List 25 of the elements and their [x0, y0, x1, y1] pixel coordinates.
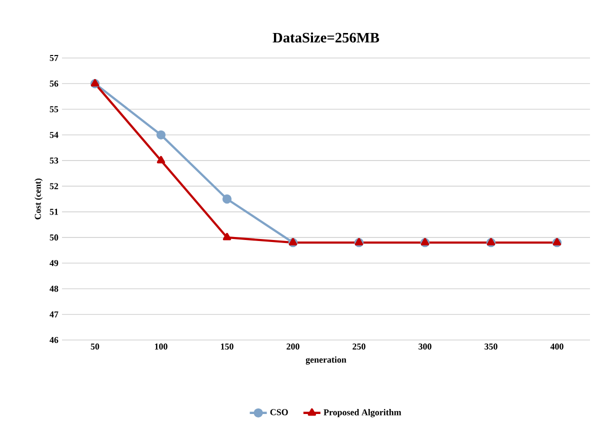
x-tick-label: 300 — [418, 344, 432, 350]
x-tick-label: 400 — [550, 344, 564, 350]
y-tick-label: 48 — [50, 286, 58, 292]
x-tick-label: 100 — [154, 344, 168, 350]
x-tick-label: 50 — [90, 344, 100, 350]
y-axis-title: Cost (cent) — [34, 178, 43, 220]
y-tick-label: 51 — [50, 208, 58, 215]
y-tick-label: 50 — [50, 234, 58, 240]
y-tick-label: 56 — [50, 80, 58, 87]
x-tick-label: 350 — [484, 344, 498, 350]
legend-label: Proposed Algorithm — [324, 409, 402, 418]
legend-label: CSO — [270, 409, 288, 416]
y-tick-label: 52 — [50, 183, 58, 190]
x-tick-label: 250 — [352, 344, 366, 350]
y-tick-label: 49 — [50, 260, 58, 266]
y-tick-label: 57 — [50, 55, 58, 61]
y-tick-label: 53 — [50, 158, 58, 164]
x-tick-label: 200 — [286, 344, 300, 350]
y-tick-label: 46 — [50, 336, 58, 344]
y-tick-label: 47 — [50, 311, 58, 318]
x-tick-label: 150 — [220, 344, 234, 350]
chart-title: DataSize=256MB — [272, 32, 380, 42]
y-tick-label: 54 — [50, 132, 58, 138]
x-axis-title: generation — [306, 356, 346, 365]
y-tick-label: 55 — [50, 106, 58, 112]
